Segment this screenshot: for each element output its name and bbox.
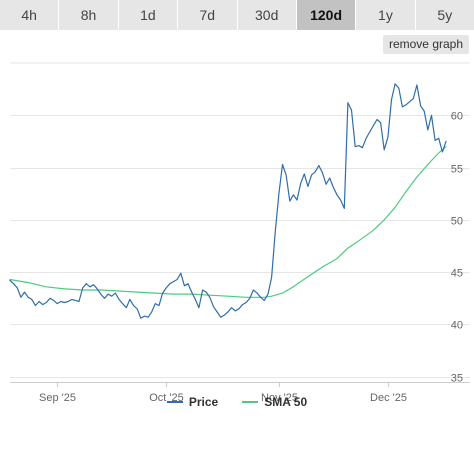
legend-item-price[interactable]: Price <box>166 395 219 409</box>
chart-legend: Price SMA 50 <box>0 392 474 412</box>
legend-label-sma-50: SMA 50 <box>264 395 308 409</box>
tab-1d[interactable]: 1d <box>118 0 179 30</box>
y-tick-label-45: 45 <box>451 268 463 280</box>
remove-graph-button[interactable]: remove graph <box>383 35 469 54</box>
tab-4h[interactable]: 4h <box>0 0 60 30</box>
tab-7d[interactable]: 7d <box>178 0 238 30</box>
legend-label-price: Price <box>188 395 219 409</box>
tab-8h[interactable]: 8h <box>59 0 119 30</box>
y-tick-label-35: 35 <box>451 373 463 385</box>
x-tick-label-0: Sep '25 <box>39 392 76 404</box>
legend-item-sma-50[interactable]: SMA 50 <box>242 395 307 409</box>
y-tick-label-40: 40 <box>451 320 463 332</box>
tab-120d[interactable]: 120d <box>296 0 357 30</box>
legend-swatch-sma-50 <box>242 401 259 403</box>
y-tick-label-60: 60 <box>451 111 463 123</box>
legend-swatch-price <box>166 401 183 403</box>
tab-1y[interactable]: 1y <box>356 0 416 30</box>
time-range-tabs: 4h 8h 1d 7d 30d 120d 1y 5y <box>0 0 474 30</box>
price-series-line <box>9 83 447 319</box>
tab-5y[interactable]: 5y <box>415 0 474 30</box>
x-tick-label-2: Nov '25 <box>261 392 298 404</box>
y-tick-label-55: 55 <box>451 164 463 176</box>
x-tick-label-3: Dec '25 <box>370 392 407 404</box>
sma-50-series-line <box>9 146 447 298</box>
y-tick-label-50: 50 <box>451 216 463 228</box>
tab-30d[interactable]: 30d <box>237 0 297 30</box>
